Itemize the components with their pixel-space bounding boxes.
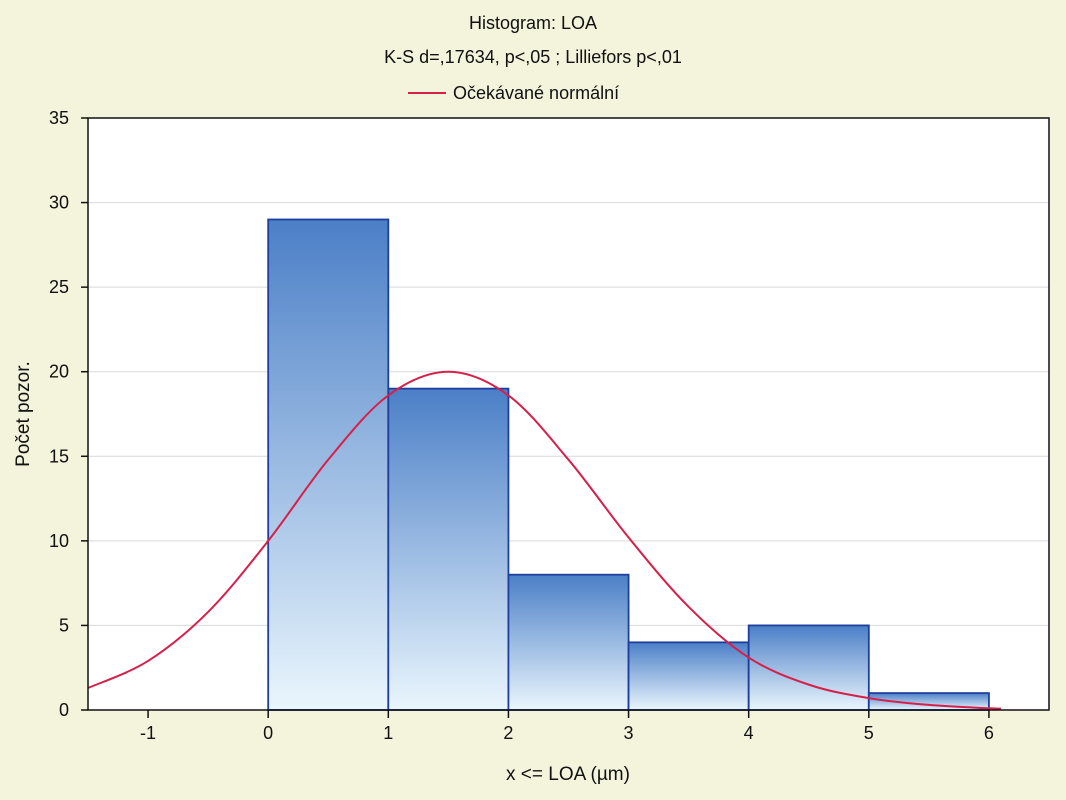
histogram-bar — [267, 218, 390, 711]
x-axis-ticks: -1 0 1 2 3 4 5 6 — [140, 710, 994, 743]
grid-lines — [88, 202, 1049, 626]
plot-border — [87, 117, 1050, 711]
x-tick-label: -1 — [140, 723, 156, 743]
y-tick-label: 35 — [49, 108, 69, 128]
x-tick-label: 6 — [984, 723, 994, 743]
x-tick-label: 3 — [624, 723, 634, 743]
x-tick-label: 0 — [263, 723, 273, 743]
y-tick-label: 0 — [59, 700, 69, 720]
y-tick-label: 10 — [49, 531, 69, 551]
chart-title: Histogram: LOA — [469, 13, 597, 33]
y-tick-label: 25 — [49, 277, 69, 297]
histogram-bar — [627, 641, 750, 711]
x-tick-label: 2 — [503, 723, 513, 743]
x-axis-label: x <= LOA (µm) — [506, 764, 630, 785]
y-tick-label: 15 — [49, 446, 69, 466]
chart-subtitle: K-S d=,17634, p<,05 ; Lilliefors p<,01 — [384, 47, 682, 67]
expected-normal-curve — [88, 370, 1001, 710]
x-tick-label: 4 — [744, 723, 754, 743]
histogram-bars — [267, 218, 990, 711]
x-tick-label: 5 — [864, 723, 874, 743]
y-tick-label: 30 — [49, 193, 69, 213]
y-axis-label: Počet pozor. — [13, 361, 34, 467]
x-tick-label: 1 — [383, 723, 393, 743]
y-tick-label: 5 — [59, 615, 69, 635]
legend: Očekávané normální — [408, 83, 619, 103]
histogram-bar — [387, 387, 510, 711]
y-axis-ticks: 0 5 10 15 20 25 30 35 — [49, 108, 88, 720]
y-tick-label: 20 — [49, 362, 69, 382]
legend-label-expected-normal: Očekávané normální — [453, 83, 619, 103]
histogram-bar — [507, 573, 630, 711]
